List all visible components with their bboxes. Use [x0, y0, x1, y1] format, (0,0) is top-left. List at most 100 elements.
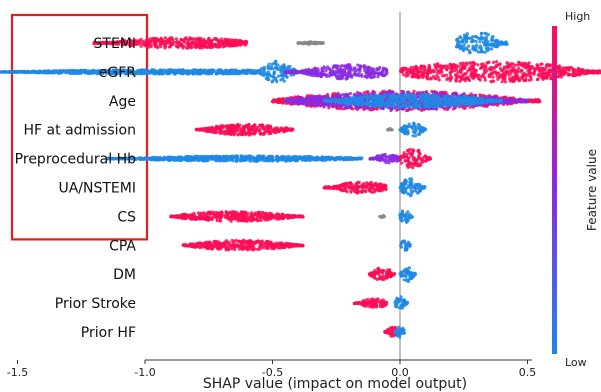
shap-dot [479, 31, 483, 36]
shap-dot [3, 70, 7, 74]
shap-dot [483, 42, 487, 46]
shap-dot [174, 37, 178, 41]
shap-dot [358, 105, 362, 110]
shap-dot [21, 70, 25, 74]
shap-dot [335, 76, 339, 80]
shap-dot [330, 104, 334, 108]
shap-dot [483, 76, 487, 80]
shap-dot [557, 71, 561, 75]
shap-dot [302, 102, 306, 106]
shap-dot [566, 73, 570, 77]
shap-dot [161, 40, 165, 44]
shap-dot [516, 63, 520, 67]
shap-dot [274, 99, 279, 103]
shap-dot [37, 71, 41, 75]
shap-dot [522, 72, 526, 76]
shap-dot [179, 42, 184, 47]
shap-dot [272, 70, 277, 74]
shap-dot [468, 51, 472, 55]
shap-dot [547, 73, 551, 77]
shap-dot [245, 68, 249, 72]
shap-dot [572, 72, 576, 76]
shap-dot [199, 69, 203, 73]
shap-dot [149, 37, 153, 41]
shap-dot [445, 77, 449, 81]
shap-dot [207, 37, 211, 41]
shap-dot [432, 69, 436, 73]
shap-dot [26, 70, 30, 75]
shap-dot [323, 66, 327, 70]
shap-dot [535, 77, 540, 82]
shap-dot [357, 91, 361, 95]
shap-dot [465, 39, 469, 43]
shap-dot [268, 74, 272, 78]
shap-dot [441, 74, 445, 78]
shap-dot [403, 93, 407, 97]
shap-dot [489, 47, 493, 51]
shap-dot [123, 39, 127, 43]
shap-dot [92, 71, 96, 75]
shap-dot [360, 74, 364, 78]
shap-dot [214, 72, 218, 76]
shap-dot [281, 64, 285, 68]
shap-dot [267, 62, 271, 66]
shap-dot [497, 63, 501, 67]
shap-dot [521, 99, 525, 103]
shap-dot [461, 67, 465, 71]
shap-dot [84, 71, 88, 75]
shap-dot [539, 62, 543, 66]
shap-dot [193, 37, 197, 41]
shap-dot [147, 45, 151, 49]
shap-dot [146, 71, 150, 75]
shap-dot [156, 45, 160, 50]
shap-dot [460, 105, 464, 109]
shap-dot [237, 42, 241, 46]
shap-dot [233, 69, 237, 73]
shap-dot [280, 100, 285, 105]
shap-dot [515, 76, 519, 80]
shap-dot [501, 72, 505, 77]
shap-dot [474, 34, 478, 39]
shap-dot [520, 63, 524, 67]
shap-dot [370, 67, 374, 71]
shap-dot [454, 78, 458, 83]
shap-dot [495, 43, 499, 47]
shap-dot [478, 93, 482, 97]
shap-dot [242, 40, 246, 44]
shap-dot [314, 67, 318, 71]
shap-dot [562, 72, 566, 76]
shap-dot [205, 44, 209, 48]
shap-dot [490, 42, 494, 46]
shap-dot [109, 71, 113, 75]
shap-dot [492, 43, 496, 48]
shap-dot [530, 64, 534, 69]
shap-dot [171, 42, 175, 46]
shap-dot [181, 71, 185, 76]
shap-dot [462, 43, 466, 47]
shap-dot [226, 69, 230, 73]
shap-dot [425, 72, 429, 76]
shap-dot [32, 69, 36, 74]
shap-dot [93, 41, 97, 45]
shap-dot [305, 72, 309, 76]
shap-dot [136, 42, 141, 46]
shap-dot [191, 72, 195, 76]
highlight-box-layer [10, 13, 149, 241]
shap-dot [474, 48, 478, 52]
shap-dot [164, 41, 168, 45]
shap-dot [279, 73, 283, 77]
shap-dot [427, 63, 431, 67]
shap-dot [479, 66, 483, 70]
shap-dot [462, 45, 466, 50]
shap-dot [71, 69, 75, 73]
shap-dot [459, 36, 463, 40]
shap-dot [132, 70, 136, 74]
shap-dot [203, 39, 207, 44]
shap-dot [449, 76, 453, 81]
shap-dot [471, 44, 475, 48]
shap-dot [163, 36, 167, 40]
shap-dot [266, 70, 270, 74]
shap-dot [282, 79, 286, 83]
shap-dot [207, 72, 211, 76]
shap-dot [187, 43, 191, 47]
